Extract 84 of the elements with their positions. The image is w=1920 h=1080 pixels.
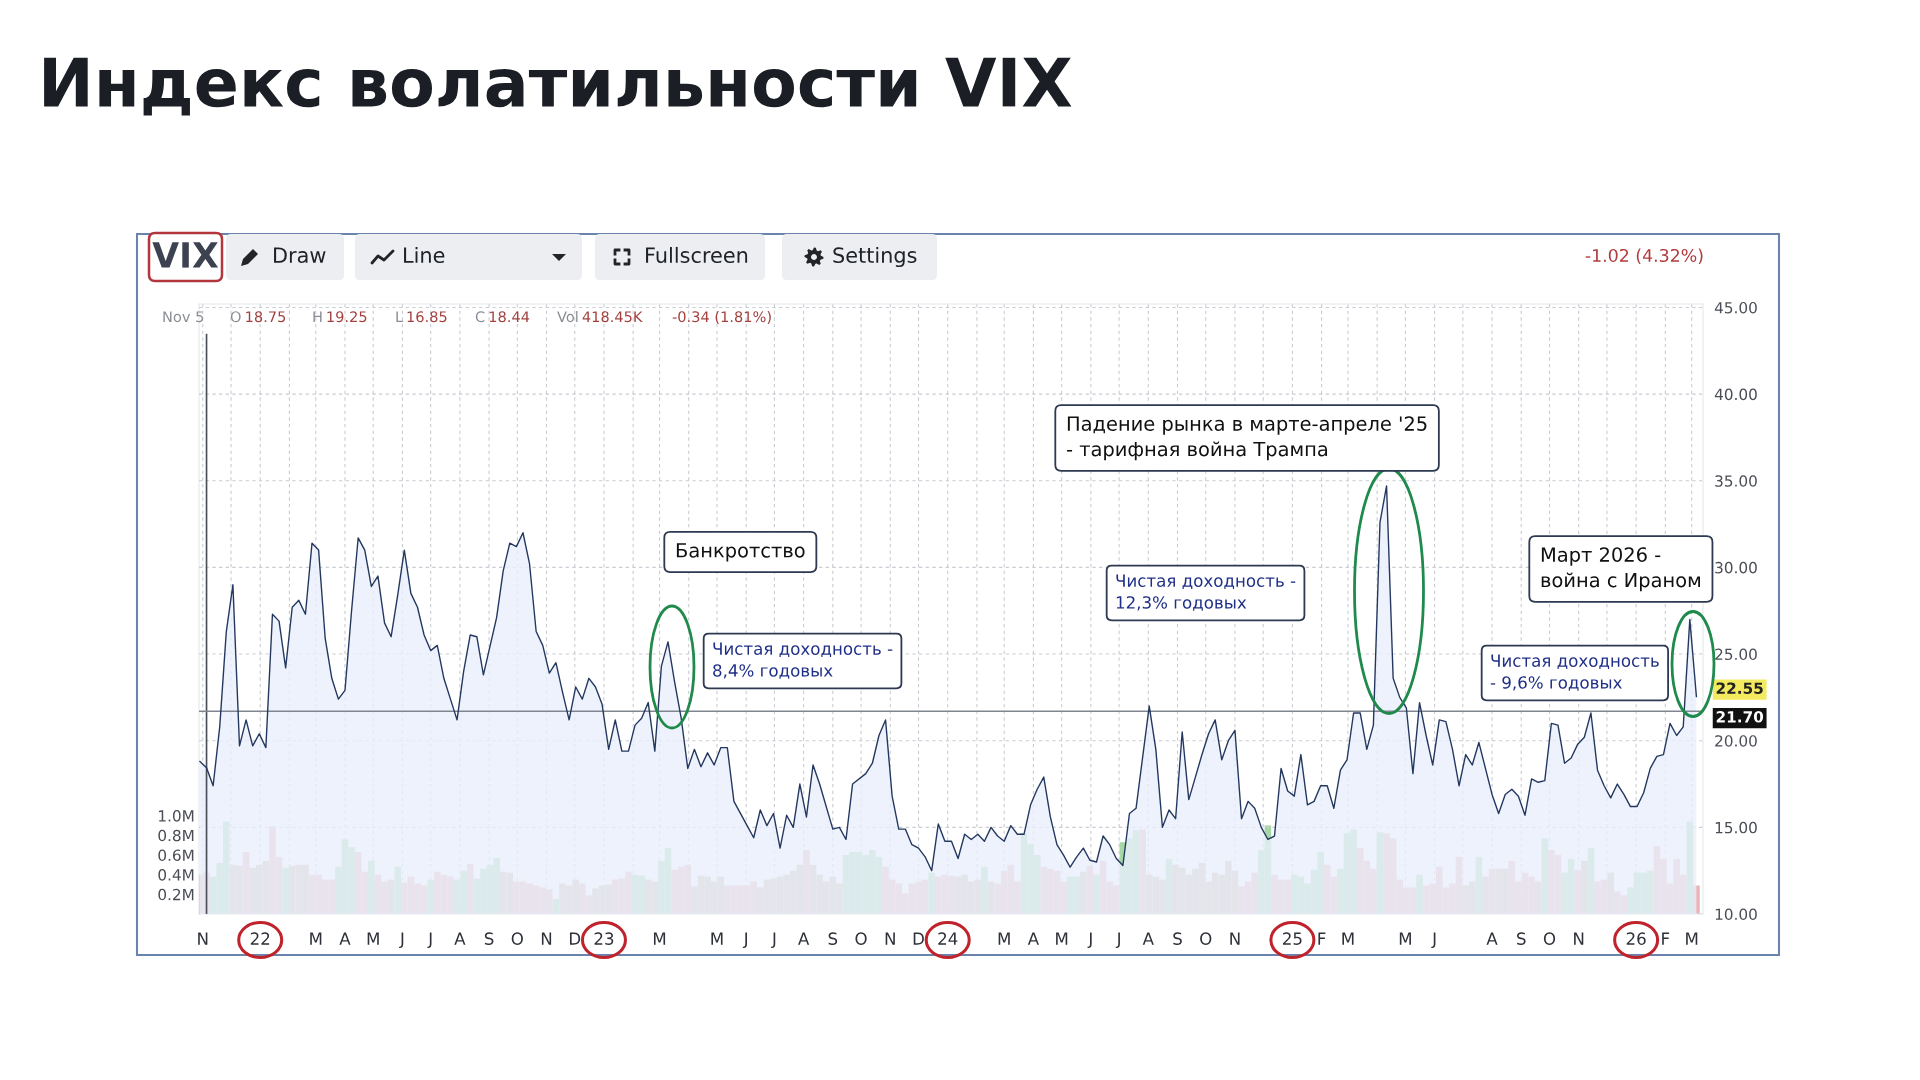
x-tick-label: 24: [938, 932, 958, 945]
x-tick-label: M: [653, 932, 666, 945]
x-tick-label: A: [1486, 932, 1498, 945]
y-tick-label: 0.4M: [158, 869, 194, 881]
y2-tick-label: 10.00: [1715, 908, 1757, 921]
x-tick-label: M: [1399, 932, 1411, 945]
x-tick-label: A: [1027, 932, 1039, 945]
text: 22.55: [1716, 682, 1763, 694]
y2-tick-label: 45.00: [1714, 301, 1757, 314]
x-tick-label: A: [1142, 932, 1154, 945]
y2-tick-label: 15.00: [1715, 821, 1757, 834]
annotation: Nov 5: [163, 311, 204, 323]
x-tick-label: M: [1342, 932, 1354, 945]
x-tick-label: A: [798, 932, 810, 945]
x-tick-label: N: [1230, 932, 1240, 945]
annotation: 18.75: [246, 311, 286, 323]
x-tick-label: J: [771, 932, 776, 949]
annotation: C: [475, 311, 485, 323]
y2-tick-label: 30.00: [1715, 561, 1757, 574]
annotation: O: [230, 311, 241, 323]
x-tick-label: D: [569, 932, 581, 945]
annotation: Vol: [557, 310, 578, 323]
x-tick-label: F: [1318, 932, 1326, 945]
x-tick-label: S: [828, 932, 838, 945]
x-tick-label: O: [1200, 932, 1212, 945]
annotation: Март 2026 - война с Ираном: [1541, 547, 1700, 592]
y-tick-label: 0.6M: [158, 849, 194, 861]
x-tick-label: M: [711, 932, 723, 945]
x-tick-label: M: [310, 932, 322, 945]
text: Settings: [833, 246, 917, 268]
y2-tick-label: 35.00: [1715, 475, 1757, 487]
x-tick-label: D: [913, 932, 924, 945]
text: Line: [404, 246, 445, 264]
annotation: 418.45K: [582, 311, 643, 323]
annotation: Чистая доходность - 8,4% годовых: [713, 642, 893, 679]
x-tick-label: N: [198, 932, 208, 945]
x-tick-label: A: [339, 932, 351, 945]
ref-line-label: 21.70: [1716, 711, 1764, 723]
x-tick-label: M: [1686, 932, 1698, 945]
x-tick-label: M: [1056, 932, 1068, 945]
annotation: Чистая доходность - 9,6% годовых: [1490, 654, 1659, 691]
y-tick-label: 1.0M: [159, 810, 194, 822]
x-tick-label: J: [399, 932, 404, 949]
x-tick-label: 26: [1626, 932, 1646, 945]
x-tick-label: 23: [594, 932, 614, 945]
x-tick-label: F: [1662, 932, 1670, 945]
x-tick-label: S: [1517, 932, 1526, 945]
annotation: 18.44: [489, 311, 530, 323]
x-tick-label: S: [484, 932, 494, 945]
x-tick-label: N: [1574, 932, 1584, 945]
x-tick-label: M: [367, 932, 379, 945]
annotation: Чистая доходность - 12,3% годовых: [1116, 574, 1296, 611]
annotation: 19.25: [327, 311, 367, 323]
text: VIX: [152, 242, 219, 268]
x-tick-label: N: [885, 932, 895, 945]
x-tick-label: J: [742, 932, 747, 949]
y2-tick-label: 20.00: [1715, 735, 1757, 747]
y-tick-label: 0.8M: [158, 829, 194, 842]
annotation: Падение рынка в марте-апреле '25 - тарифная война Трампа: [1066, 416, 1427, 461]
annotation: H: [313, 311, 322, 323]
y2-tick-label: 25.00: [1715, 648, 1757, 661]
text: -1.02 (4.32%): [1585, 248, 1703, 265]
x-tick-label: N: [541, 932, 552, 945]
x-tick-label: O: [1543, 932, 1556, 945]
x-tick-label: J: [1115, 932, 1120, 949]
text: Draw: [274, 247, 326, 264]
x-tick-label: O: [511, 932, 523, 945]
x-tick-label: J: [1431, 932, 1436, 949]
chart-title: Индекс волатильности VIX: [44, 57, 1072, 116]
annotation: -0.34 (1.81%): [672, 310, 771, 324]
x-tick-label: A: [454, 932, 466, 945]
x-tick-label: J: [1087, 932, 1092, 949]
text: Fullscreen: [646, 246, 748, 264]
annotation: 16.85: [407, 311, 447, 323]
x-tick-label: M: [998, 932, 1010, 945]
annotation: L: [396, 311, 404, 323]
x-tick-label: O: [855, 932, 867, 945]
x-tick-label: S: [1173, 932, 1182, 945]
x-tick-label: J: [427, 932, 432, 949]
annotation: Банкротство: [676, 543, 805, 562]
y-tick-label: 0.2M: [158, 888, 194, 901]
y2-tick-label: 40.00: [1714, 388, 1757, 401]
x-tick-label: 25: [1283, 932, 1302, 945]
x-tick-label: 22: [250, 932, 270, 945]
